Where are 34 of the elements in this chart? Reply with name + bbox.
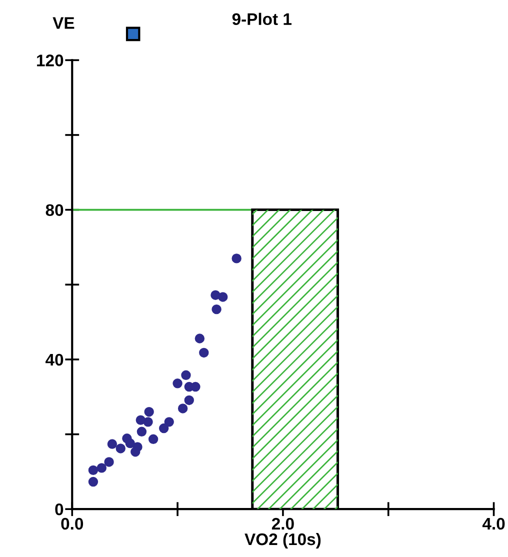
point — [232, 254, 242, 264]
x-tick-label: 0.0 — [61, 518, 84, 530]
point — [181, 370, 191, 380]
x-axis-title: VO2 (10s) — [244, 532, 321, 549]
chart-title: 9-Plot 1 — [232, 12, 292, 26]
x-tick-label: 4.0 — [482, 518, 505, 530]
point — [190, 382, 200, 392]
point — [144, 406, 154, 417]
y-axis-title: VE — [52, 17, 74, 29]
point — [164, 417, 174, 427]
point — [143, 417, 153, 427]
x-tick-label: 2.0 — [272, 518, 294, 530]
y-tick-label: 80 — [46, 204, 64, 216]
point — [148, 434, 158, 444]
point — [178, 404, 188, 414]
point — [88, 465, 98, 476]
point — [158, 423, 169, 434]
y-tick-label: 0 — [55, 504, 64, 516]
point — [212, 304, 222, 314]
point — [184, 395, 194, 406]
point — [130, 446, 140, 457]
point — [136, 426, 147, 437]
point — [88, 476, 98, 487]
point — [125, 438, 135, 448]
point — [116, 444, 126, 454]
y-tick-label: 40 — [46, 354, 64, 366]
point — [199, 348, 209, 358]
point — [194, 334, 205, 344]
point — [104, 457, 114, 467]
point — [218, 292, 228, 302]
point — [107, 439, 118, 449]
point — [96, 463, 107, 473]
point — [172, 378, 182, 388]
y-tick-label: 120 — [37, 54, 64, 66]
